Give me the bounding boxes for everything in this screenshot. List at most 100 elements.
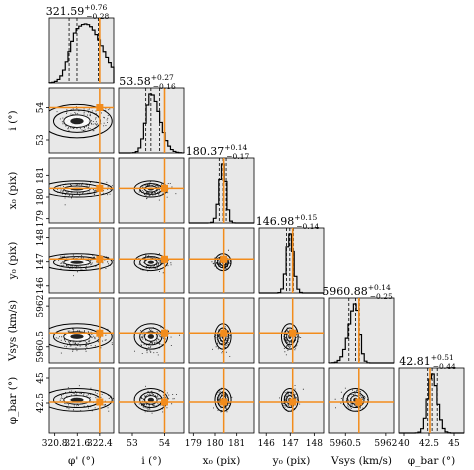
title-vsys: 5960.88+0.14 −0.25 — [322, 283, 393, 301]
panel-vsys-vs-i — [118, 297, 185, 364]
x-tick-label-x0-0: 179 — [185, 439, 202, 449]
truth-marker — [96, 184, 104, 192]
hist-panel-i — [118, 87, 185, 154]
y-tick-label-y0-2: 148 — [36, 229, 46, 246]
contour-0 — [49, 323, 113, 350]
x-tick-label-x0-1: 180 — [206, 439, 223, 449]
y-axis-label-x0: x₀ (pix) — [7, 172, 19, 210]
panel-content — [49, 368, 114, 433]
title-i: 53.58+0.27 −0.16 — [119, 73, 176, 91]
panel-x0-vs-i — [118, 157, 185, 224]
scatter-points — [56, 106, 111, 132]
x-tick-label-y0-0: 146 — [258, 439, 275, 449]
truth-marker — [96, 329, 104, 337]
x-axis-label-x0: x₀ (pix) — [203, 455, 241, 467]
histogram-x0 — [189, 163, 254, 224]
truth-marker — [220, 398, 228, 406]
panel-phi_bar-vs-y0 — [258, 367, 325, 434]
y-axis-label-phi_bar: φ_bar (°) — [7, 377, 19, 424]
panel-phi_bar-vs-phi_prime — [48, 367, 115, 434]
contour-0 — [49, 388, 113, 412]
x-tick-label-y0-1: 147 — [282, 439, 299, 449]
x-tick-label-x0-2: 181 — [228, 439, 245, 449]
panel-phi_bar-vs-i — [118, 367, 185, 434]
panel-y0-vs-i — [118, 227, 185, 294]
panel-content — [189, 368, 254, 433]
scatter-points — [138, 385, 177, 414]
panel-x0-vs-phi_prime — [48, 157, 115, 224]
y-axis-label-vsys: Vsys (km/s) — [7, 300, 19, 362]
x-axis-label-vsys: Vsys (km/s) — [330, 455, 392, 467]
density-peak — [70, 118, 84, 125]
scatter-points — [53, 385, 114, 412]
title-x0: 180.37+0.14 −0.17 — [186, 143, 250, 161]
truth-marker — [355, 398, 363, 406]
truth-marker — [96, 255, 104, 263]
x-tick-label-i-1: 54 — [159, 439, 171, 449]
y-axis-label-i: i (°) — [7, 110, 19, 130]
density-peak — [147, 260, 154, 264]
y-axis-label-y0: y₀ (pix) — [7, 242, 19, 281]
density-peak — [70, 397, 84, 403]
y-tick-label-x0-0: 179 — [36, 210, 46, 227]
truth-marker — [161, 398, 168, 406]
x-tick-label-phi_prime-2: 322.4 — [87, 439, 113, 449]
truth-marker — [161, 329, 168, 337]
x-axis-label-phi_bar: φ_bar (°) — [408, 455, 455, 467]
title-y0: 146.98+0.15 −0.14 — [256, 213, 320, 231]
y-tick-label-y0-0: 146 — [36, 277, 46, 294]
panel-bg — [48, 297, 115, 364]
panel-content — [119, 368, 184, 433]
x-tick-label-i-0: 53 — [126, 439, 138, 449]
x-axis-label-i: i (°) — [141, 455, 161, 467]
histogram-phi_prime — [48, 23, 115, 84]
contour-0 — [49, 103, 113, 139]
panel-y0-vs-phi_prime — [48, 227, 115, 294]
scatter-points — [137, 253, 172, 274]
truth-marker — [220, 329, 228, 337]
density-peak — [70, 260, 84, 264]
x-tick-label-y0-2: 148 — [306, 439, 323, 449]
histogram-vsys — [328, 303, 394, 364]
histogram-i — [119, 93, 185, 154]
contour-0 — [342, 388, 369, 412]
panel-content — [119, 228, 184, 293]
y-tick-label-x0-1: 180 — [36, 188, 46, 205]
x-tick-label-phi_bar-0: 40 — [398, 439, 410, 449]
panel-phi_bar-vs-vsys — [328, 367, 395, 434]
contour-0 — [280, 388, 299, 412]
x-tick-label-phi_bar-1: 42.5 — [419, 439, 439, 449]
panel-phi_bar-vs-x0 — [188, 367, 255, 434]
truth-marker — [289, 398, 297, 406]
panel-content — [259, 368, 324, 433]
histogram-y0 — [259, 233, 324, 294]
truth-marker — [161, 184, 168, 192]
panel-content — [49, 158, 114, 223]
panel-vsys-vs-phi_prime — [48, 297, 115, 364]
y-tick-label-vsys-1: 5962 — [36, 295, 46, 318]
panel-content — [119, 158, 184, 223]
density-peak — [70, 334, 84, 339]
x-tick-label-vsys-0: 5960.5 — [330, 439, 362, 449]
panel-content — [189, 298, 254, 363]
panel-i-vs-phi_prime — [48, 87, 115, 154]
panel-vsys-vs-x0 — [188, 297, 255, 364]
x-tick-label-phi_prime-1: 321.6 — [64, 439, 90, 449]
density-peak — [147, 334, 154, 339]
histogram-phi_bar — [399, 373, 464, 434]
truth-marker — [96, 398, 104, 406]
y-tick-label-x0-2: 181 — [36, 167, 46, 184]
panel-content — [49, 88, 114, 153]
contour-0 — [280, 323, 299, 350]
x-tick-label-phi_bar-2: 45 — [448, 439, 460, 449]
y-tick-label-phi_bar-0: 42.5 — [36, 393, 46, 413]
contour-0 — [49, 253, 113, 272]
density-peak — [147, 397, 154, 403]
truth-marker — [96, 104, 104, 111]
x-axis-label-y0: y₀ (pix) — [272, 455, 311, 467]
panel-content — [119, 298, 184, 363]
panel-vsys-vs-y0 — [258, 297, 325, 364]
y-tick-label-vsys-0: 5960.5 — [36, 331, 46, 363]
contour-1 — [346, 391, 365, 408]
